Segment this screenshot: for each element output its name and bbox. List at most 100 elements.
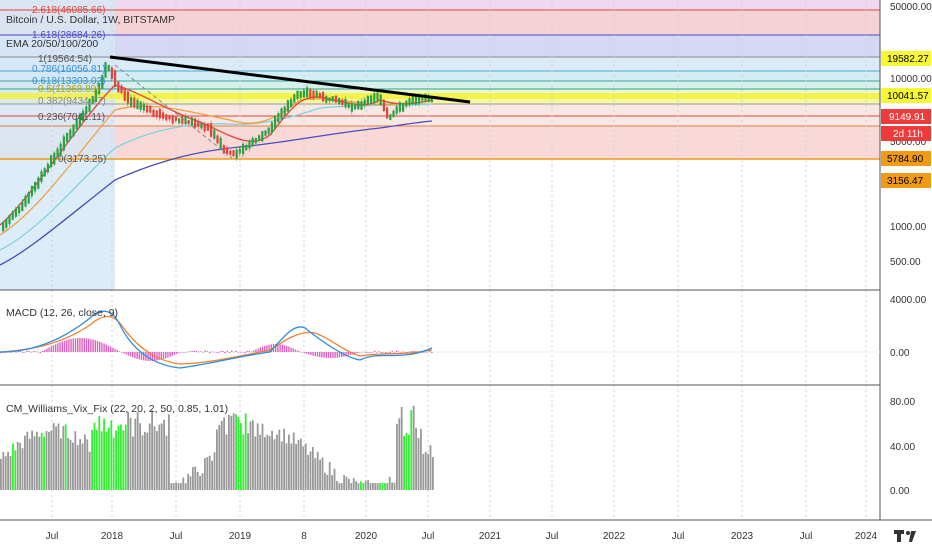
vix-bar bbox=[336, 480, 338, 490]
vix-bar bbox=[412, 405, 415, 490]
vix-bar bbox=[60, 438, 62, 490]
vix-bar bbox=[57, 423, 60, 490]
vix-bar bbox=[129, 417, 132, 490]
vix-bar bbox=[156, 431, 158, 490]
fib-label: 0.236(7041.11) bbox=[38, 112, 105, 123]
vix-bar bbox=[96, 430, 98, 490]
fib-zones bbox=[0, 0, 880, 290]
price-candles bbox=[2, 61, 433, 232]
vix-bar bbox=[280, 441, 283, 490]
vix-bar bbox=[112, 437, 115, 490]
trend-line[interactable] bbox=[109, 55, 471, 104]
time-tick-label: 2019 bbox=[229, 531, 252, 542]
svg-text:10041.57: 10041.57 bbox=[887, 91, 929, 102]
vix-bar bbox=[381, 483, 384, 490]
vix-bar bbox=[369, 483, 372, 490]
vix-bar bbox=[115, 430, 117, 490]
vertical-grid bbox=[51, 0, 867, 520]
vix-bar bbox=[213, 452, 216, 490]
vix-bar bbox=[367, 480, 369, 490]
fib-label: 1(19564.54) bbox=[38, 54, 92, 65]
vix-histogram bbox=[0, 405, 434, 490]
vix-bar bbox=[45, 431, 48, 490]
time-axis[interactable]: Jul 2018 Jul 2019 8 2020 Jul 2021 Jul 2022 Jul 2023… bbox=[46, 531, 878, 542]
vix-bar bbox=[67, 437, 69, 490]
vix-bar bbox=[228, 414, 230, 490]
ema-legend[interactable]: EMA 20/50/100/200 bbox=[6, 38, 98, 50]
price-badge-current[interactable]: 9149.91 bbox=[881, 109, 931, 124]
vix-bar bbox=[273, 439, 276, 490]
vix-bar bbox=[69, 439, 72, 490]
vix-bar bbox=[158, 424, 161, 490]
vix-bar bbox=[192, 467, 194, 490]
price-badge-19582[interactable]: 19582.27 bbox=[881, 51, 931, 66]
vix-bar bbox=[19, 442, 21, 490]
vix-bar bbox=[160, 423, 163, 490]
vix-bar bbox=[134, 418, 137, 490]
vix-bar bbox=[136, 411, 139, 490]
symbol-title[interactable]: Bitcoin / U.S. Dollar, 1W, BITSTAMP bbox=[6, 14, 175, 26]
vix-bar bbox=[230, 415, 233, 490]
vix-bar bbox=[362, 483, 365, 490]
vix-bar bbox=[16, 441, 19, 490]
vix-bar bbox=[268, 436, 271, 490]
time-tick-label: Jul bbox=[46, 531, 59, 542]
time-tick-label: 2023 bbox=[731, 531, 754, 542]
price-badge-3156[interactable]: 3156.47 bbox=[881, 173, 931, 188]
vix-bar bbox=[62, 426, 65, 490]
vix-bar bbox=[105, 431, 108, 490]
vix-bar bbox=[170, 483, 173, 490]
tradingview-logo-icon bbox=[894, 530, 916, 542]
vix-bar bbox=[285, 443, 288, 490]
vix-bar bbox=[300, 438, 302, 490]
vix-bar bbox=[21, 448, 24, 490]
vix-bar bbox=[74, 431, 77, 490]
vix-bar bbox=[216, 429, 218, 490]
vix-bar bbox=[218, 425, 221, 490]
vix-bar bbox=[117, 425, 120, 490]
vix-bar bbox=[24, 435, 26, 490]
vix-bar bbox=[40, 432, 43, 490]
macd-tick-0: 0.00 bbox=[890, 348, 910, 359]
fib-level-labels: 2.618(46085.66) 1.618(28684.26) 1(19564.54… bbox=[32, 5, 106, 165]
time-tick-label: Jul bbox=[422, 531, 435, 542]
vix-bar bbox=[292, 432, 295, 490]
vix-bar bbox=[379, 483, 381, 490]
fib-label: 0.382(9434.77) bbox=[38, 96, 106, 107]
vix-bar bbox=[153, 426, 156, 490]
vix-tick-80: 80.00 bbox=[890, 397, 915, 408]
vix-bar bbox=[204, 458, 206, 490]
vix-bar bbox=[408, 434, 410, 490]
vix-bar bbox=[417, 438, 420, 490]
vix-bar bbox=[72, 442, 74, 490]
vix-bar bbox=[9, 455, 12, 490]
price-badge-10041[interactable]: 10041.57 bbox=[881, 88, 931, 103]
vix-bar bbox=[132, 436, 134, 490]
vix-bar bbox=[141, 435, 144, 490]
time-tick-label: 2018 bbox=[101, 531, 124, 542]
vix-bar bbox=[48, 431, 50, 490]
time-tick-label: 2020 bbox=[355, 531, 378, 542]
macd-legend[interactable]: MACD (12, 26, close, 9) bbox=[6, 307, 118, 319]
vix-bar bbox=[410, 409, 413, 490]
vix-bar bbox=[376, 483, 379, 490]
vix-bar bbox=[2, 452, 5, 490]
vix-bar bbox=[307, 454, 309, 490]
price-badge-5784[interactable]: 5784.90 bbox=[881, 151, 931, 166]
vix-bar bbox=[297, 439, 300, 490]
time-tick-label: Jul bbox=[170, 531, 183, 542]
vix-bar bbox=[139, 423, 141, 490]
vix-bar bbox=[108, 427, 110, 490]
vix-bar bbox=[14, 450, 17, 490]
vix-bar bbox=[93, 422, 96, 490]
vix-legend[interactable]: CM_Williams_Vix_Fix (22, 20, 2, 50, 0.85… bbox=[6, 403, 228, 415]
vix-bar bbox=[38, 436, 41, 490]
vix-bar bbox=[321, 457, 324, 490]
vix-bar bbox=[182, 477, 185, 490]
vix-bar bbox=[424, 451, 427, 490]
vix-bar bbox=[247, 433, 249, 490]
vix-bar bbox=[151, 410, 153, 490]
svg-text:19582.27: 19582.27 bbox=[887, 54, 929, 65]
vix-bar bbox=[252, 420, 254, 490]
